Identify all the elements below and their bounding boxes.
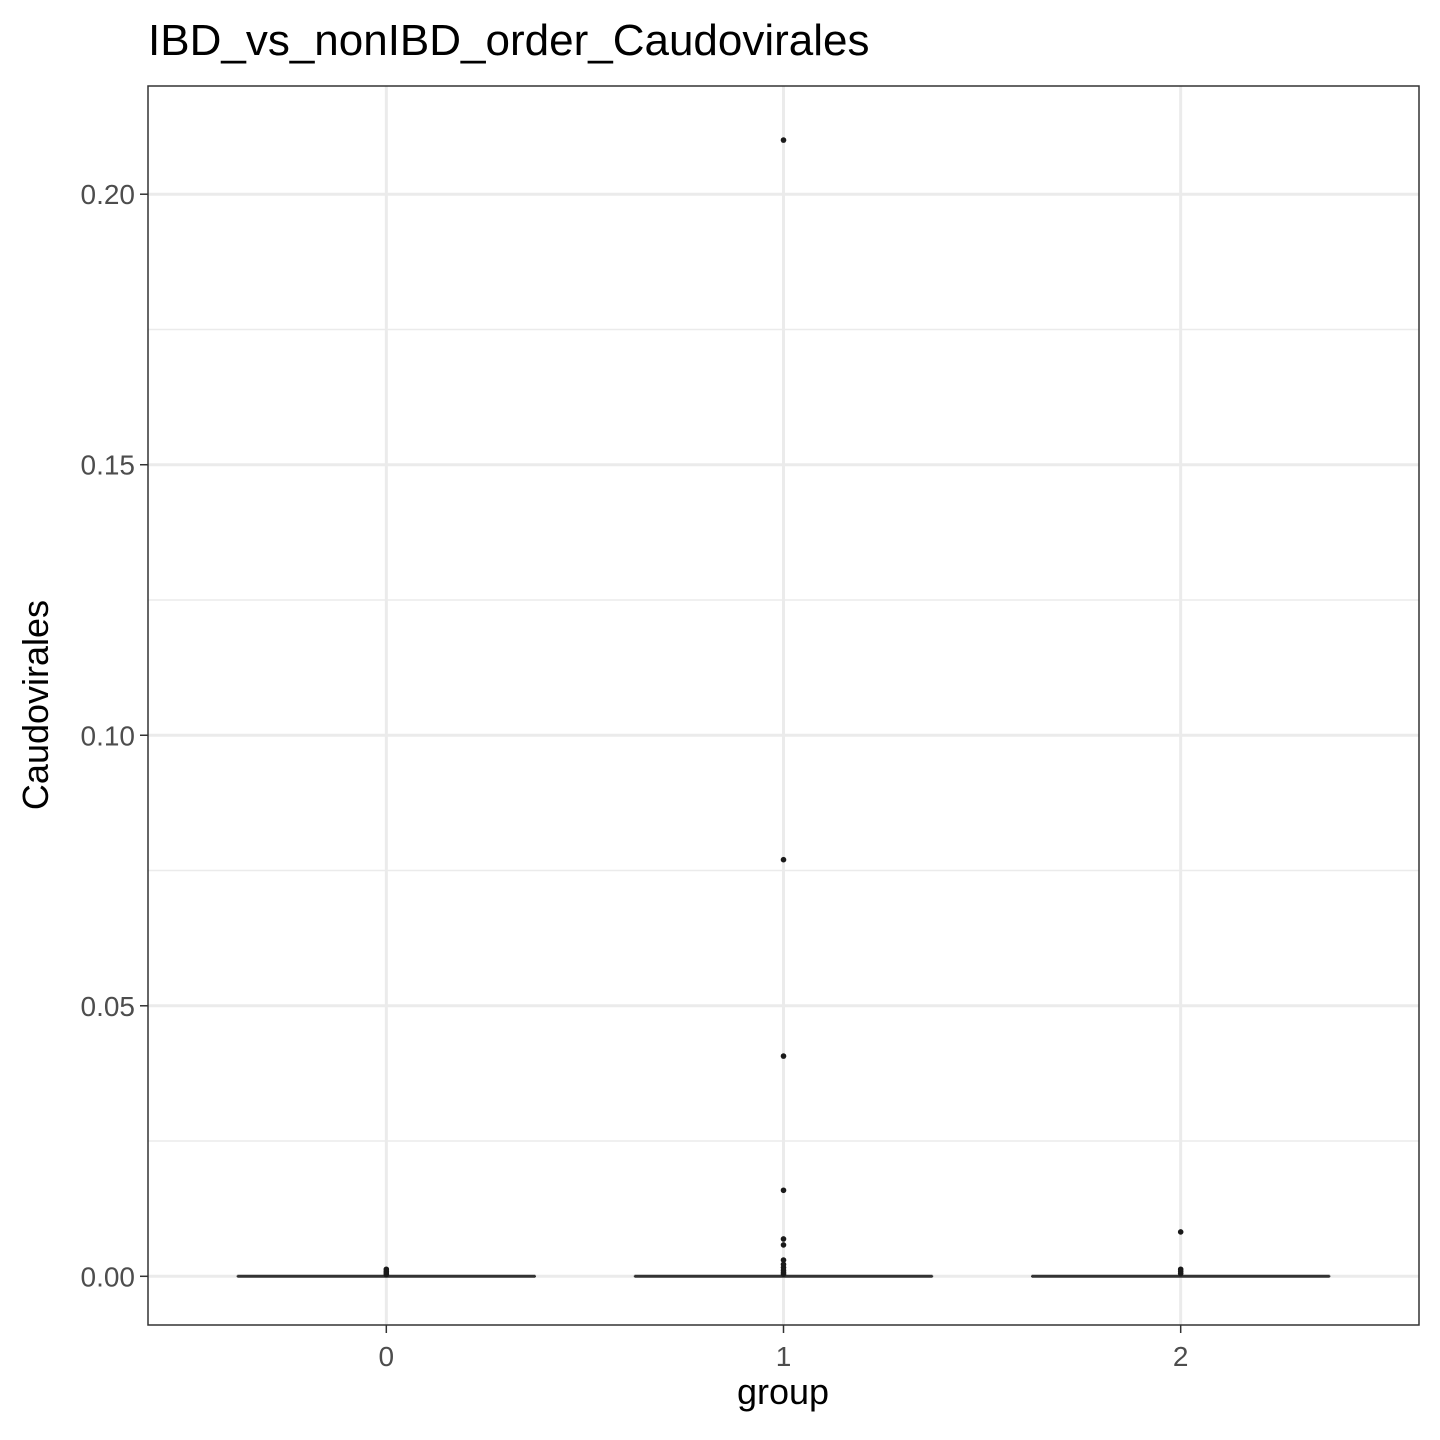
y-tick-label: 0.20: [81, 179, 136, 210]
y-tick-label: 0.00: [81, 1261, 136, 1292]
y-tick-label: 0.05: [81, 991, 136, 1022]
outlier-point: [780, 856, 787, 863]
outlier-point: [780, 137, 787, 143]
x-axis-title: group: [737, 1371, 829, 1412]
x-tick-label: 0: [379, 1341, 395, 1372]
y-axis-title: Caudovirales: [15, 600, 56, 810]
y-tick-label: 0.15: [81, 450, 136, 481]
outlier-point: [780, 1053, 787, 1059]
outlier-point: [1177, 1229, 1184, 1235]
y-axis: 0.00 0.05 0.10 0.15 0.20: [81, 179, 148, 1292]
y-tick-label: 0.10: [81, 720, 136, 751]
outlier-points: [383, 137, 1184, 1278]
x-axis: 0 1 2: [379, 1325, 1189, 1372]
outlier-point: [383, 1271, 390, 1278]
x-tick-label: 1: [776, 1341, 792, 1372]
outlier-point: [780, 1257, 787, 1263]
chart-title: IBD_vs_nonIBD_order_Caudovirales: [148, 16, 870, 65]
outlier-point: [780, 1271, 787, 1277]
x-tick-label: 2: [1173, 1341, 1189, 1372]
outlier-point: [1177, 1270, 1184, 1277]
outlier-point: [780, 1236, 787, 1242]
outlier-point: [780, 1242, 787, 1248]
outlier-point: [780, 1187, 787, 1194]
